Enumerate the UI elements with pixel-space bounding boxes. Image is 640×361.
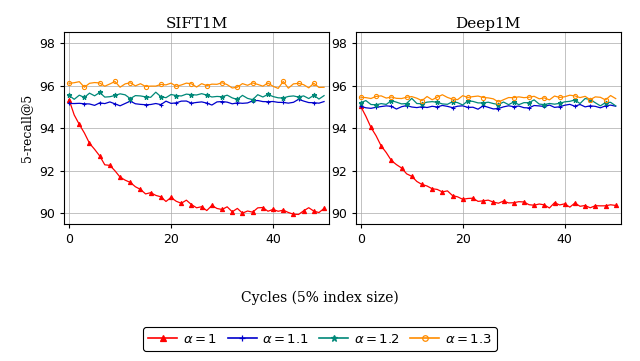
Title: Deep1M: Deep1M [456, 17, 521, 31]
Legend: $\alpha = 1$, $\alpha = 1.1$, $\alpha = 1.2$, $\alpha = 1.3$: $\alpha = 1$, $\alpha = 1.1$, $\alpha = … [143, 327, 497, 351]
Text: Cycles (5% index size): Cycles (5% index size) [241, 291, 399, 305]
Y-axis label: 5-recall@5: 5-recall@5 [20, 94, 33, 162]
Title: SIFT1M: SIFT1M [165, 17, 228, 31]
